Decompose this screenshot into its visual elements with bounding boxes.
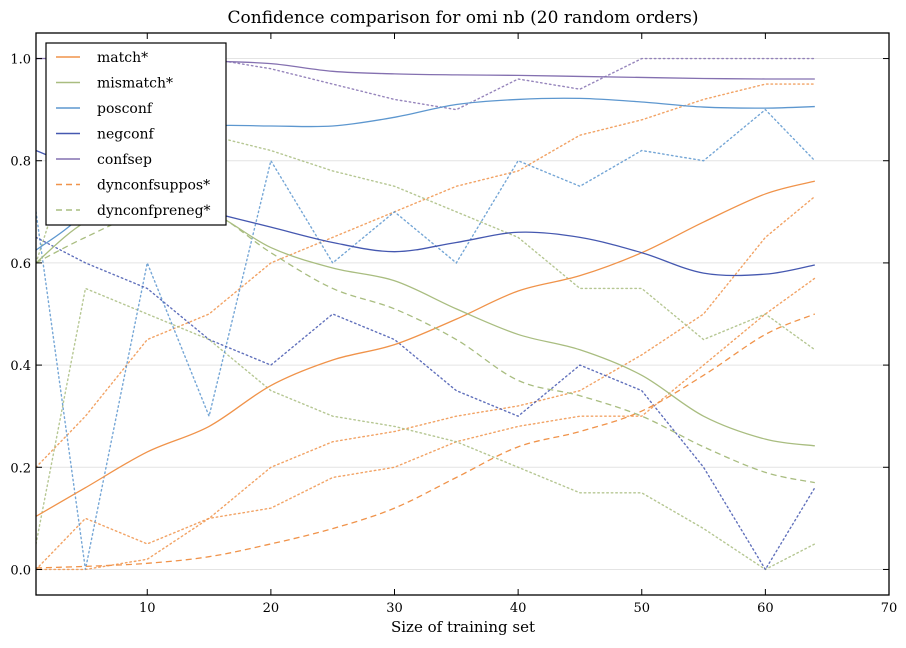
series-line-match bbox=[36, 180, 815, 517]
x-tick-label: 40 bbox=[510, 601, 527, 616]
axis-ticks: 0.0 0.2 0.4 0.6 0.8 1.0 10 20 30 40 50 60 70 bbox=[10, 33, 897, 616]
x-axis-label: Size of training set bbox=[391, 618, 535, 636]
chart-title: Confidence comparison for omi nb (20 ran… bbox=[228, 8, 699, 28]
legend-label: dynconfpreneg* bbox=[97, 203, 211, 219]
range-line-mismatch bbox=[36, 287, 816, 571]
legend-label: posconf bbox=[97, 101, 154, 117]
legend-label: match* bbox=[97, 50, 148, 66]
plot-frame bbox=[35, 32, 890, 596]
x-tick-label: 70 bbox=[881, 601, 898, 616]
x-tick-label: 60 bbox=[757, 601, 774, 616]
range-line-posconf bbox=[36, 108, 816, 570]
legend-label: negconf bbox=[97, 127, 156, 143]
x-tick-label: 20 bbox=[263, 601, 280, 616]
y-tick-label: 0.6 bbox=[10, 257, 31, 272]
y-tick-label: 0.2 bbox=[10, 461, 31, 476]
range-line-negconf bbox=[36, 236, 816, 571]
legend-label: dynconfsuppos* bbox=[97, 178, 210, 194]
x-tick-label: 30 bbox=[386, 601, 403, 616]
y-tick-label: 0.0 bbox=[10, 563, 31, 578]
y-tick-label: 0.4 bbox=[10, 359, 31, 374]
legend-label: mismatch* bbox=[97, 76, 173, 92]
x-tick-label: 10 bbox=[139, 601, 156, 616]
y-tick-label: 0.8 bbox=[10, 155, 31, 170]
range-line-mismatch bbox=[36, 83, 816, 351]
x-tick-label: 50 bbox=[633, 601, 650, 616]
range-line-match bbox=[36, 277, 816, 571]
range-line-match bbox=[36, 83, 816, 468]
range-line-dynconfsuppos bbox=[36, 195, 816, 571]
series-line-dynconfsuppos bbox=[36, 313, 816, 569]
legend-label: confsep bbox=[97, 152, 152, 168]
y-tick-label: 1.0 bbox=[10, 53, 31, 68]
legend: match* mismatch* posconf negconf confsep dync… bbox=[45, 42, 227, 226]
